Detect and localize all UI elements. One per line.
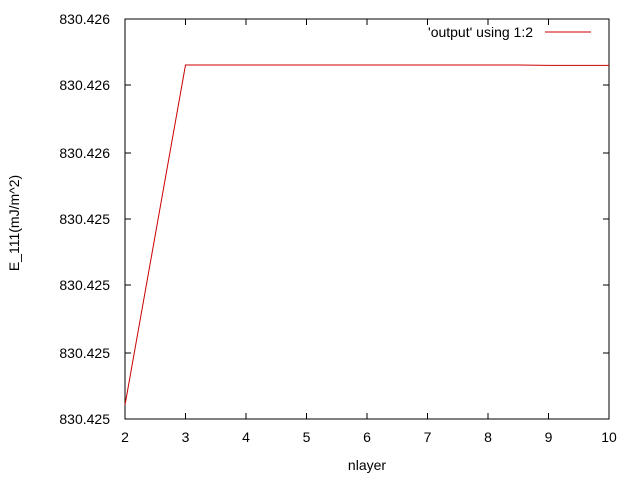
- series-line: [124, 64, 609, 406]
- y-tick-label: 830.425: [59, 211, 110, 227]
- legend: 'output' using 1:2: [428, 24, 591, 40]
- x-tick-label: 5: [303, 429, 311, 445]
- x-tick-label: 8: [484, 429, 492, 445]
- x-tick-label: 9: [545, 429, 553, 445]
- plot-frame: [124, 18, 610, 420]
- y-tick-label: 830.425: [59, 345, 110, 361]
- y-tick-label: 830.426: [59, 77, 110, 93]
- y-tick-label: 830.425: [59, 411, 110, 427]
- ticks: [124, 18, 610, 420]
- x-tick-label: 3: [182, 429, 190, 445]
- legend-label: 'output' using 1:2: [428, 24, 533, 40]
- x-tick-label: 10: [601, 429, 617, 445]
- x-tick-label: 2: [121, 429, 129, 445]
- y-tick-label: 830.426: [59, 145, 110, 161]
- x-tick-label: 7: [424, 429, 432, 445]
- x-tick-label: 4: [242, 429, 250, 445]
- tick-labels: 2 3 4 5 6 7 8 9 10 830.425 830.425 830.425 830.425 83…: [59, 11, 617, 445]
- y-tick-label: 830.425: [59, 277, 110, 293]
- x-axis-title: nlayer: [348, 457, 386, 473]
- y-tick-label: 830.426: [59, 11, 110, 27]
- series-group: [124, 64, 609, 406]
- y-axis-title: E_111(mJ/m^2): [6, 175, 22, 271]
- x-tick-label: 6: [363, 429, 371, 445]
